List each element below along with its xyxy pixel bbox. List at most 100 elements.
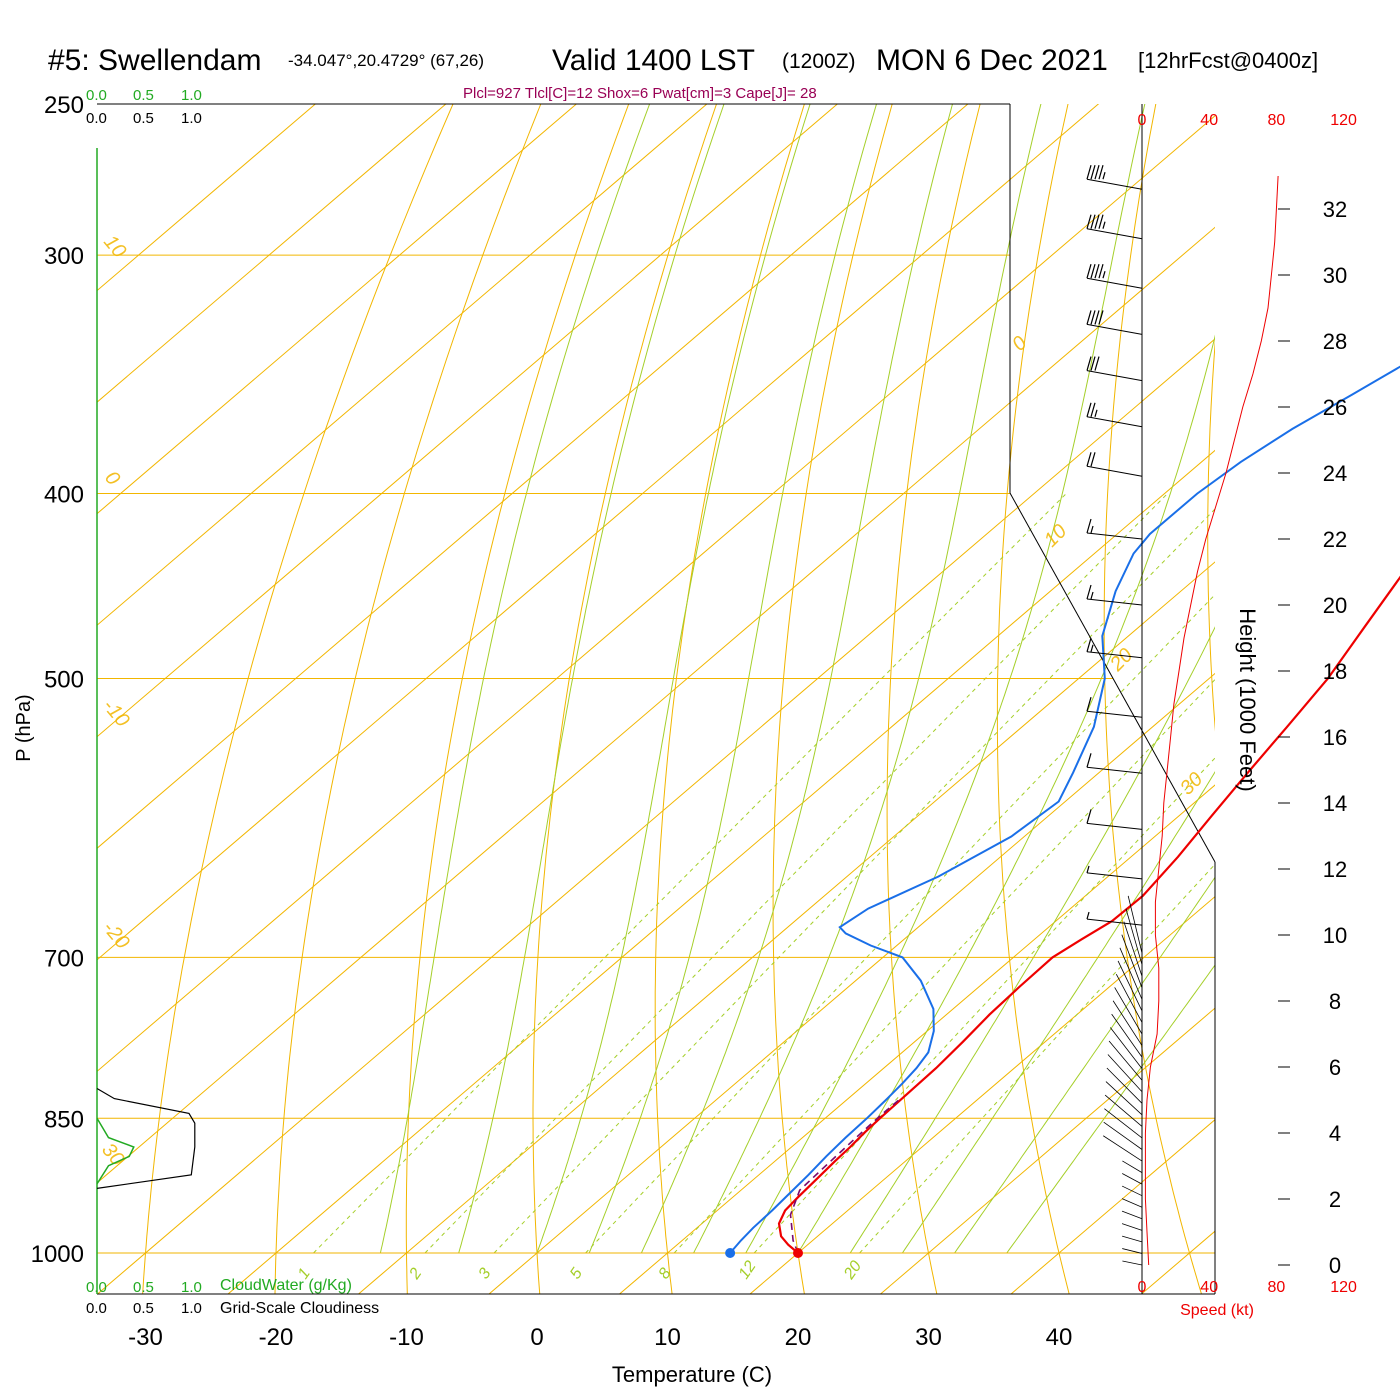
moist-adiabat [901,771,1215,1254]
cloud-scale-value: 1.0 [181,87,202,104]
wind-barb [1086,356,1143,382]
low-level-barb [1122,1248,1143,1254]
surface-dewpoint-marker [725,1248,736,1258]
low-level-barb [1106,1067,1143,1104]
low-level-barb [1122,1260,1143,1266]
wind-barb-half-flag [1102,271,1106,279]
isotherm-line [97,104,969,849]
low-level-barb [1121,934,1143,988]
temperature-tick-label: 30 [915,1324,942,1351]
wind-barb [1086,584,1143,606]
isotherm-line [97,104,839,738]
height-tick-label: 18 [1323,659,1347,684]
cloud-scale-top: 0.0 0.5 1.0 0.0 0.5 1.0 [86,87,202,127]
wind-barb-flag [1086,452,1092,467]
cloud-scale-bottom: 0.0 0.5 1.0 CloudWater (g/Kg) 0.0 0.5 1.… [86,1277,379,1317]
pressure-tick-label: 400 [44,482,84,509]
isotherm-line [97,104,447,403]
wind-barbs [1086,165,1143,1266]
wind-barb-flag [1098,165,1104,180]
mixing-ratio-label: 20 [840,1258,865,1283]
wind-barb-staff [1086,822,1143,830]
speed-tick-label-top: 80 [1268,112,1286,129]
wind-barb [1086,697,1143,718]
wind-barb-flag [1086,165,1092,180]
isobars [97,254,1215,1254]
cloud-scale-value: 1.0 [181,1279,202,1296]
wind-barb-staff [1086,651,1143,659]
plot-frame [96,103,1216,1295]
isotherm-line [97,226,1215,1184]
wind-barb-half-flag [1102,172,1106,180]
height-tick-label: 16 [1323,725,1347,750]
isotherm-line [97,115,1215,1073]
wind-barb-flag [1086,637,1092,652]
mixing-ratio-line [424,493,1168,1254]
cloudwater-legend: CloudWater (g/Kg) [220,1277,352,1294]
speed-tick-label-top: 0 [1138,112,1147,129]
speed-tick-label-bottom: 40 [1200,1279,1218,1296]
height-tick-label: 22 [1323,527,1347,552]
moist-adiabat [640,104,954,1254]
low-level-barb [1122,1160,1143,1173]
wind-barb [1086,214,1143,240]
speed-tick-label-bottom: 120 [1330,1279,1357,1296]
cloudiness-legend: Grid-Scale Cloudiness [220,1300,379,1317]
low-level-barb [1111,1013,1143,1058]
wind-barb [1086,911,1143,926]
sounding-traces [725,365,1400,1258]
mixing-ratio-label: 8 [656,1265,675,1282]
wind-speed-profile [1144,175,1279,1266]
station-title: #5: Swellendam [48,44,261,77]
y-axis-label: P (hPa) [13,694,35,761]
wind-barb-flag [1090,264,1096,279]
dry-adiabat [532,104,718,1294]
wind-barb-flag [1090,214,1096,229]
height-axis-label: Height (1000 Feet) [1235,608,1260,791]
wind-barb-flag [1094,310,1100,325]
height-tick-label: 20 [1323,593,1347,618]
mixing-ratio-labels: 1 2 3 5 8 12 20 [295,1258,865,1283]
wind-barb-flag [1086,518,1092,534]
cloud-profiles [96,1087,196,1189]
cloud-scale-value: 0.0 [86,110,107,127]
isotherm-line [97,104,317,292]
mixing-ratio-line [313,493,1067,1254]
mixing-ratio-line [673,678,1215,1254]
wind-barb-flag [1086,356,1092,371]
isotherm-label: 10 [1040,520,1071,551]
wind-barb [1086,518,1143,540]
low-level-barb [1123,921,1143,977]
moist-adiabat [536,104,811,1254]
dry-adiabat [654,104,805,1294]
temperature-tick-label: 10 [654,1324,681,1351]
height-tick-label: 8 [1329,989,1341,1014]
cloud-scale-value: 0.5 [133,1279,154,1296]
cloud-scale-value: 0.5 [133,87,154,104]
cloud-scale-value: 0.0 [86,87,107,104]
height-tick-label: 30 [1323,263,1347,288]
isotherm-line [357,561,1215,1294]
wind-barb-staff [1086,918,1143,926]
wind-barb [1086,809,1143,830]
pressure-tick-label: 300 [44,243,84,270]
wind-barb-staff [1086,323,1143,335]
height-tick-label: 28 [1323,329,1347,354]
low-level-barb [1121,1198,1143,1208]
height-tick-label: 10 [1323,923,1347,948]
height-tick-label: 6 [1329,1055,1341,1080]
moist-adiabat [954,876,1215,1254]
pressure-tick-label: 500 [44,667,84,694]
isotherm-line [97,104,1100,961]
wind-barb-flag [1086,697,1092,712]
wind-barb-half-flag [1102,221,1106,229]
isotherm-line [1140,1230,1215,1294]
temperature-tick-label: -10 [389,1324,424,1351]
wind-speed-line [1144,175,1279,1266]
temperature-trace [777,575,1400,1254]
wind-barb-staff [1086,370,1143,382]
dry-adiabat [1207,338,1215,732]
temperature-tick-label: 20 [785,1324,812,1351]
low-level-barb [1104,1108,1143,1139]
